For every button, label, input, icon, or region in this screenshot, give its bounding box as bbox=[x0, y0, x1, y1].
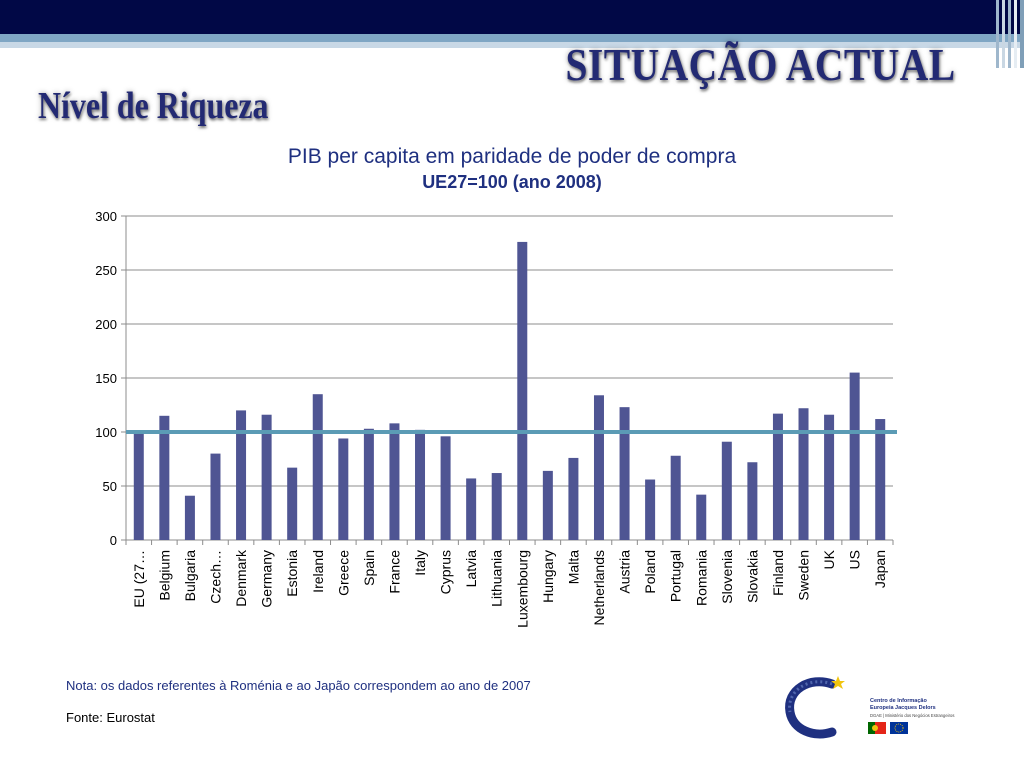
x-tick-label: Estonia bbox=[284, 550, 300, 597]
bar bbox=[312, 394, 323, 540]
y-tick-label: 300 bbox=[95, 209, 117, 224]
bar bbox=[798, 408, 809, 540]
bar bbox=[184, 495, 195, 540]
x-tick-label: Finland bbox=[770, 550, 786, 596]
y-tick-label: 0 bbox=[110, 533, 117, 548]
x-tick-label: Greece bbox=[335, 550, 351, 596]
bar bbox=[824, 414, 835, 540]
logo-c-mark bbox=[785, 677, 837, 739]
chart-note: Nota: os dados referentes à Roménia e ao… bbox=[66, 678, 531, 693]
x-tick-label: Austria bbox=[617, 550, 633, 594]
x-tick-label: Hungary bbox=[540, 550, 556, 603]
x-tick-label: Netherlands bbox=[591, 550, 607, 626]
chart-title: PIB per capita em paridade de poder de c… bbox=[287, 145, 737, 168]
bar bbox=[159, 415, 170, 540]
slide-subtitle: Nível de Riqueza bbox=[38, 85, 269, 127]
x-tick-label: France bbox=[386, 550, 402, 594]
x-tick-label: Poland bbox=[642, 550, 658, 594]
x-tick-label: Lithuania bbox=[489, 550, 505, 607]
y-tick-label: 250 bbox=[95, 263, 117, 278]
x-tick-label: Spain bbox=[361, 550, 377, 586]
x-tick-label: US bbox=[847, 550, 863, 569]
bar bbox=[466, 478, 477, 540]
chart-source: Fonte: Eurostat bbox=[66, 710, 155, 725]
bar bbox=[133, 432, 144, 540]
slide-title: SITUAÇÃO ACTUAL bbox=[565, 39, 956, 90]
x-tick-label: Sweden bbox=[796, 550, 812, 601]
x-tick-label: Ireland bbox=[310, 550, 326, 593]
bar bbox=[389, 423, 400, 540]
header-band bbox=[0, 34, 1024, 42]
bar bbox=[440, 436, 451, 540]
bar bbox=[875, 419, 886, 540]
bar bbox=[542, 470, 553, 540]
x-tick-label: UK bbox=[821, 549, 837, 569]
bar-chart: 0 50 100 150 200 250 300 EU (27… Belgium Bulgaria… bbox=[95, 209, 897, 628]
bar bbox=[747, 462, 758, 540]
bar bbox=[236, 410, 247, 540]
y-tick-label: 100 bbox=[95, 425, 117, 440]
bar bbox=[517, 241, 528, 541]
x-tick-label: Malta bbox=[565, 550, 581, 584]
x-tick-label: Latvia bbox=[463, 550, 479, 588]
x-tick-label: Germany bbox=[259, 550, 275, 608]
logo-line-2: Europeia Jacques Delors bbox=[870, 705, 936, 711]
header-stripes bbox=[994, 0, 1024, 68]
header-band-light bbox=[0, 42, 1024, 48]
x-tick-label: Cyprus bbox=[438, 550, 454, 594]
bar bbox=[491, 473, 502, 540]
bar bbox=[645, 479, 656, 540]
x-tick-label: Czech… bbox=[207, 550, 223, 604]
x-tick-label: Luxembourg bbox=[514, 550, 530, 628]
bar bbox=[696, 494, 707, 540]
star-icon bbox=[831, 676, 845, 689]
bar bbox=[261, 414, 272, 540]
x-tick-label: Slovenia bbox=[719, 550, 735, 604]
bar bbox=[210, 453, 221, 540]
bar bbox=[772, 413, 783, 540]
x-tick-label: Slovakia bbox=[744, 550, 760, 603]
bar bbox=[338, 438, 349, 540]
eu-flag-icon bbox=[890, 722, 908, 734]
cied-logo: Centro de Informação Europeia Jacques De… bbox=[785, 676, 954, 739]
x-tick-label: Italy bbox=[412, 550, 428, 576]
x-tick-label: Japan bbox=[872, 550, 888, 588]
bar bbox=[670, 455, 681, 540]
x-tick-label: Bulgaria bbox=[182, 550, 198, 602]
bar bbox=[363, 428, 374, 540]
x-tick-label: Denmark bbox=[233, 549, 249, 607]
bar bbox=[287, 467, 298, 540]
y-tick-label: 50 bbox=[103, 479, 117, 494]
y-tick-label: 200 bbox=[95, 317, 117, 332]
chart-subtitle: UE27=100 (ano 2008) bbox=[422, 172, 602, 192]
bar bbox=[415, 429, 426, 540]
bar bbox=[619, 407, 630, 540]
bar bbox=[849, 372, 860, 540]
bar bbox=[568, 457, 579, 540]
x-tick-label: Romania bbox=[693, 550, 709, 606]
x-tick-label: EU (27… bbox=[131, 550, 147, 608]
header-bar bbox=[0, 0, 1024, 34]
logo-line-3: DGAE | Ministério dos Negócios Estrangei… bbox=[870, 713, 954, 718]
bar bbox=[721, 441, 732, 540]
y-tick-label: 150 bbox=[95, 371, 117, 386]
x-tick-label: Portugal bbox=[668, 550, 684, 602]
logo-line-1: Centro de Informação bbox=[870, 698, 927, 704]
x-tick-label: Belgium bbox=[156, 550, 172, 601]
bar bbox=[593, 395, 604, 540]
